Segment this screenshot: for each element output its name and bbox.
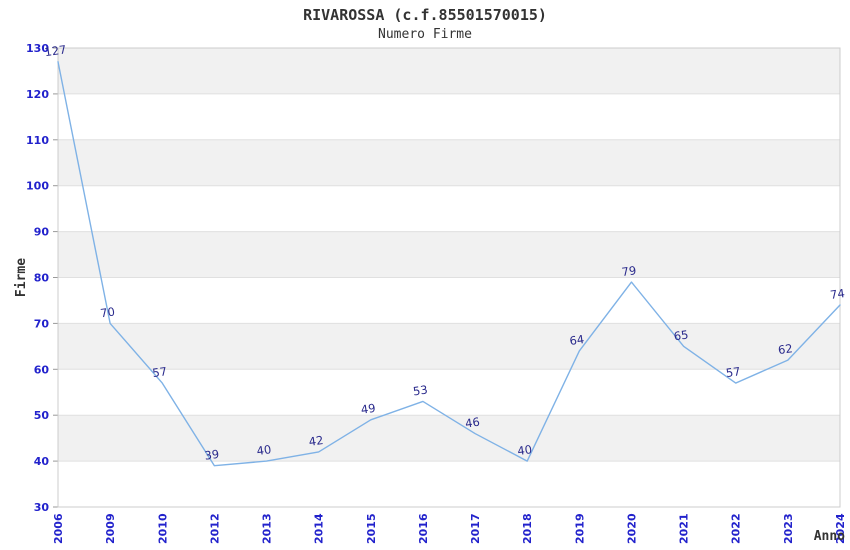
y-tick-label: 130 <box>26 42 49 55</box>
x-tick-label: 2019 <box>573 513 586 544</box>
y-tick-label: 110 <box>26 134 49 147</box>
x-tick-label: 2016 <box>417 513 430 544</box>
plot-band <box>58 139 840 186</box>
x-tick-label: 2017 <box>469 513 482 544</box>
point-label: 127 <box>44 42 68 59</box>
plot-band <box>58 277 840 324</box>
plot-band <box>58 48 840 94</box>
x-tick-label: 2020 <box>625 513 638 544</box>
point-label: 53 <box>412 383 428 399</box>
point-label: 57 <box>725 364 741 380</box>
x-tick-label: 2024 <box>834 513 847 544</box>
point-label: 70 <box>99 304 115 320</box>
point-label: 62 <box>777 341 793 357</box>
y-axis-title: Firme <box>14 258 29 297</box>
point-label: 40 <box>516 442 532 458</box>
x-tick-label: 2018 <box>521 513 534 544</box>
series-line <box>57 61 841 467</box>
point-label: 57 <box>151 364 167 380</box>
plot-band <box>58 369 840 416</box>
point-label: 42 <box>308 433 324 449</box>
point-label: 49 <box>360 401 376 417</box>
x-tick-label: 2013 <box>261 513 274 544</box>
plot-band <box>58 461 840 507</box>
x-tick-label: 2015 <box>365 513 378 544</box>
x-axis-title: Anno <box>814 529 845 544</box>
point-label: 64 <box>569 332 585 348</box>
point-label: 40 <box>256 442 272 458</box>
x-tick-label: 2012 <box>208 513 221 544</box>
point-label: 46 <box>464 415 480 431</box>
x-tick-label: 2009 <box>104 513 117 544</box>
y-tick-label: 60 <box>34 363 50 376</box>
point-label: 39 <box>204 447 220 463</box>
plot-border <box>57 47 841 508</box>
x-tick-label: 2006 <box>52 513 65 544</box>
point-label: 65 <box>673 327 689 343</box>
x-tick-label: 2022 <box>730 513 743 544</box>
point-label: 79 <box>621 263 637 279</box>
y-tick-label: 90 <box>34 226 50 239</box>
y-tick-label: 100 <box>26 180 49 193</box>
y-tick-label: 80 <box>34 272 50 285</box>
chart-subtitle: Numero Firme <box>378 27 472 42</box>
plot-band <box>58 323 840 370</box>
y-tick-label: 50 <box>34 409 50 422</box>
y-tick-label: 120 <box>26 88 49 101</box>
y-tick-label: 30 <box>34 501 50 514</box>
x-tick-label: 2023 <box>782 513 795 544</box>
plot-band <box>58 231 840 278</box>
plot-band <box>58 415 840 462</box>
plot-band <box>58 185 840 232</box>
y-tick-label: 70 <box>34 317 50 330</box>
x-tick-label: 2010 <box>156 513 169 544</box>
plot-band <box>58 93 840 140</box>
point-label: 74 <box>829 286 845 302</box>
x-tick-label: 2014 <box>313 513 326 544</box>
chart-title: RIVAROSSA (c.f.85501570015) <box>303 6 547 24</box>
x-tick-label: 2021 <box>678 513 691 544</box>
y-tick-label: 40 <box>34 455 50 468</box>
